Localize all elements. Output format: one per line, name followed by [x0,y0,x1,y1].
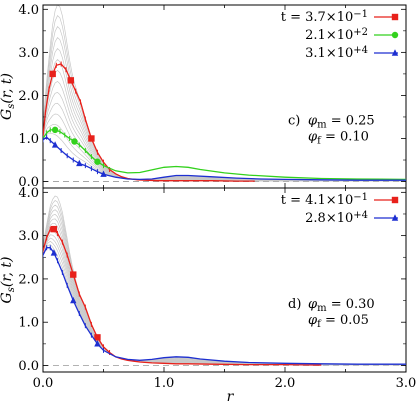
data-point [50,249,58,256]
series-line [43,63,255,182]
y-tick-label: 2.0 [18,272,39,287]
y-tick-label: 3.0 [18,46,39,61]
x-tick-label: 2.0 [275,376,296,391]
panel-label: d) [288,297,301,312]
svg-text:Gs(r, t): Gs(r, t) [0,73,17,120]
series-line [43,228,322,366]
data-point [51,126,59,134]
legend-marker [391,31,399,39]
data-point [70,271,77,278]
data-point [67,77,75,84]
x-tick-label: 3.0 [396,376,416,391]
phi-m-annotation: φm = 0.30 [308,297,375,314]
data-point [70,296,77,304]
data-point [76,159,83,167]
legend-marker [391,13,399,21]
y-tick-label: 1.0 [18,132,39,147]
legend-entry: 2.8×10+4 [305,210,368,227]
y-tick-label: 4.0 [18,3,39,18]
svg-text:Gs(r, t): Gs(r, t) [0,257,17,304]
data-point [51,141,59,148]
data-point [50,225,58,233]
data-point [94,340,101,347]
legend-entry: t = 3.7×10−1 [281,9,368,26]
phi-f-annotation: φf = 0.10 [308,130,369,147]
y-tick-label: 2.0 [18,89,39,104]
phi-m-annotation: φm = 0.25 [308,114,375,131]
x-tick-label: 1.0 [154,376,175,391]
legend-marker [391,196,399,204]
data-point [49,70,56,78]
panel-top: 0.0 1.0 2.0 3.0 4.0 Gs(r, t) t = 3.7×10−12.1×1… [0,3,407,190]
series-line [43,129,406,181]
series-line [43,136,406,181]
data-point [100,170,107,177]
data-point [71,138,78,145]
y-tick-label: 0.0 [18,359,39,374]
x-tick-label: 0.0 [33,376,54,391]
y-axis-label: Gs(r, t) [0,73,17,120]
panel-bottom: 0.01.02.03.04.00.0 1.0 2.0 3.0Gs(r, t)t = 4… [0,186,416,391]
legend-marker [391,49,399,56]
legend-marker [391,214,399,221]
y-tick-label: 0.0 [18,175,39,190]
y-tick-label: 3.0 [18,229,39,244]
data-point [94,158,101,165]
y-tick-label: 1.0 [18,316,39,331]
phi-f-annotation: φf = 0.05 [308,313,369,330]
y-axis-label: Gs(r, t) [0,257,17,304]
panel-label: c) [288,114,300,129]
data-point [88,135,95,142]
legend-entry: t = 4.1×10−1 [281,192,368,209]
series-line [43,247,406,365]
y-tick-label: 4.0 [18,186,39,201]
data-point [94,334,101,341]
legend-entry: 3.1×10+4 [305,45,368,62]
legend-entry: 2.1×10+2 [305,27,368,44]
x-axis-label: r [227,389,235,405]
